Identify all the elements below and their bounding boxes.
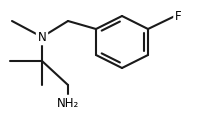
Text: N: N — [38, 31, 46, 44]
Text: F: F — [175, 10, 182, 23]
Text: NH₂: NH₂ — [57, 97, 79, 109]
